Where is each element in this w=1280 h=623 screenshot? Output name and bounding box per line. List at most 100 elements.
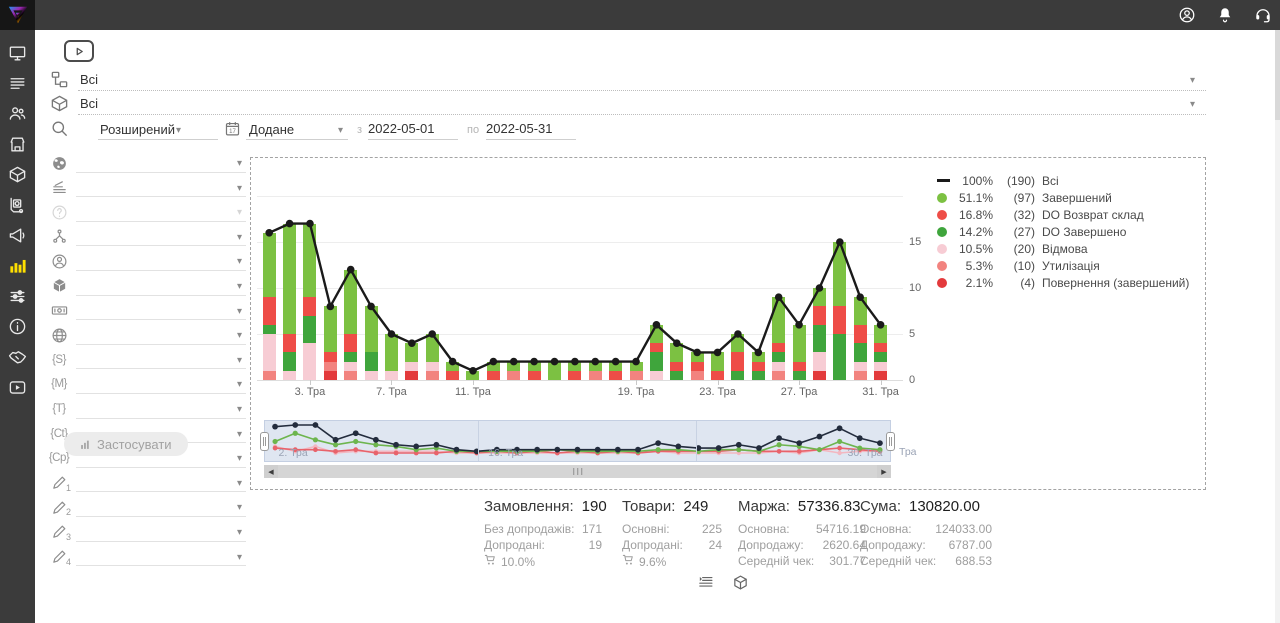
sidebar-item-info-icon[interactable]: [7, 316, 29, 338]
bar-segment[interactable]: [853, 361, 867, 371]
bar-segment[interactable]: [874, 352, 888, 362]
bar-segment[interactable]: [812, 370, 826, 380]
bar-segment[interactable]: [874, 343, 888, 353]
filter-select-field[interactable]: [76, 466, 246, 468]
stacked-bar-day-2[interactable]: [283, 223, 297, 380]
bar-segment[interactable]: [384, 334, 398, 371]
bar-segment[interactable]: [772, 370, 786, 380]
bar-segment[interactable]: [283, 352, 297, 371]
stacked-bar-day-29[interactable]: [833, 242, 847, 380]
bar-segment[interactable]: [283, 223, 297, 335]
stacked-bar-day-5[interactable]: [344, 269, 358, 380]
detail-list-icon[interactable]: [697, 574, 714, 591]
apply-button[interactable]: Застосувати: [64, 432, 188, 456]
stacked-bar-day-6[interactable]: [364, 306, 378, 380]
bar-segment[interactable]: [731, 352, 745, 371]
bar-segment[interactable]: [262, 324, 276, 334]
bar-segment[interactable]: [405, 370, 419, 380]
bar-segment[interactable]: [303, 343, 317, 380]
filter-row-field-t-icon[interactable]: {T} ▾: [46, 398, 246, 423]
stacked-bar-day-26[interactable]: [772, 297, 786, 380]
chart-hscrollbar[interactable]: ◀ ▶: [264, 465, 891, 478]
bar-segment[interactable]: [303, 315, 317, 344]
filter-row-earth-icon[interactable]: ▾: [46, 152, 246, 177]
filter-select-field[interactable]: [76, 515, 246, 517]
filter-select-field[interactable]: [76, 245, 246, 247]
bar-segment[interactable]: [466, 370, 480, 380]
stacked-bar-day-7[interactable]: [384, 334, 398, 380]
bar-segment[interactable]: [772, 343, 786, 353]
sidebar-item-megaphone-icon[interactable]: [7, 224, 29, 246]
bar-segment[interactable]: [670, 361, 684, 371]
date-to-input[interactable]: 2022-05-31: [486, 121, 576, 140]
date-field[interactable]: [246, 122, 348, 140]
bar-segment[interactable]: [425, 361, 439, 371]
bar-segment[interactable]: [812, 324, 826, 353]
dropdown-arrow-icon[interactable]: ▾: [236, 477, 242, 489]
bar-segment[interactable]: [711, 370, 725, 380]
stacked-bar-day-9[interactable]: [425, 334, 439, 380]
bar-segment[interactable]: [670, 343, 684, 362]
stacked-bar-day-13[interactable]: [507, 361, 521, 380]
sidebar-item-package-icon[interactable]: [7, 164, 29, 186]
stacked-bar-day-4[interactable]: [323, 306, 337, 380]
scroll-right-arrow[interactable]: ▶: [877, 465, 891, 478]
bar-segment[interactable]: [344, 334, 358, 353]
bar-segment[interactable]: [629, 361, 643, 371]
dropdown-arrow-icon[interactable]: ▾: [236, 256, 242, 268]
search-mode-field[interactable]: [98, 122, 218, 140]
bar-segment[interactable]: [303, 297, 317, 316]
bar-segment[interactable]: [323, 370, 337, 380]
bar-segment[interactable]: [649, 324, 663, 344]
stacked-bar-day-16[interactable]: [568, 361, 582, 380]
date-from-input[interactable]: 2022-05-01: [368, 121, 458, 140]
stacked-bar-day-1[interactable]: [262, 232, 276, 380]
dropdown-arrow-icon[interactable]: ▾: [236, 330, 242, 342]
filter-select-field[interactable]: [76, 392, 246, 394]
sidebar-item-users-icon[interactable]: [7, 103, 29, 125]
stacked-bar-day-22[interactable]: [690, 352, 704, 380]
bar-segment[interactable]: [405, 343, 419, 362]
filter-row-pencil-icon[interactable]: 4 ▾: [46, 546, 246, 571]
dropdown-arrow-icon[interactable]: ▾: [236, 502, 242, 514]
filter-select-field[interactable]: [76, 343, 246, 345]
bar-segment[interactable]: [751, 370, 765, 380]
legend-item[interactable]: 16.8% (32) DO Возврат склад: [937, 206, 1201, 223]
bar-segment[interactable]: [609, 361, 623, 371]
bar-segment[interactable]: [731, 370, 745, 380]
bar-segment[interactable]: [262, 297, 276, 325]
stacked-bar-day-28[interactable]: [812, 288, 826, 380]
bar-segment[interactable]: [446, 361, 460, 371]
stacked-bar-day-27[interactable]: [792, 324, 806, 380]
bar-segment[interactable]: [527, 370, 541, 380]
headset-icon[interactable]: [1254, 6, 1272, 24]
bar-segment[interactable]: [874, 361, 888, 371]
bar-segment[interactable]: [772, 361, 786, 371]
bar-segment[interactable]: [812, 288, 826, 307]
search-mode-value[interactable]: Розширений: [100, 122, 175, 137]
bar-segment[interactable]: [609, 370, 623, 380]
filter-row-pencil-icon[interactable]: 2 ▾: [46, 496, 246, 521]
bar-segment[interactable]: [833, 334, 847, 380]
filter-select-field[interactable]: [76, 220, 246, 222]
bar-segment[interactable]: [649, 370, 663, 380]
filter-select-field[interactable]: [76, 196, 246, 198]
scroll-thumb-grip[interactable]: [572, 468, 583, 475]
bar-segment[interactable]: [629, 370, 643, 380]
user-icon[interactable]: [1178, 6, 1196, 24]
bar-segment[interactable]: [690, 352, 704, 362]
dropdown-arrow-icon[interactable]: ▾: [236, 182, 242, 194]
product-dropdown-arrow[interactable]: ▾: [1190, 99, 1196, 110]
dropdown-arrow-icon[interactable]: ▾: [236, 231, 242, 243]
bar-segment[interactable]: [690, 370, 704, 380]
bar-segment[interactable]: [853, 370, 867, 380]
bar-segment[interactable]: [711, 352, 725, 371]
filter-row-person-icon[interactable]: ▾: [46, 250, 246, 275]
stacked-bar-day-30[interactable]: [853, 297, 867, 380]
date-field-arrow[interactable]: ▾: [338, 125, 344, 136]
dropdown-arrow-icon[interactable]: ▾: [236, 280, 242, 292]
bar-segment[interactable]: [364, 306, 378, 353]
bell-icon[interactable]: [1216, 6, 1234, 24]
bar-segment[interactable]: [751, 361, 765, 371]
legend-item[interactable]: 51.1% (97) Завершений: [937, 189, 1201, 206]
